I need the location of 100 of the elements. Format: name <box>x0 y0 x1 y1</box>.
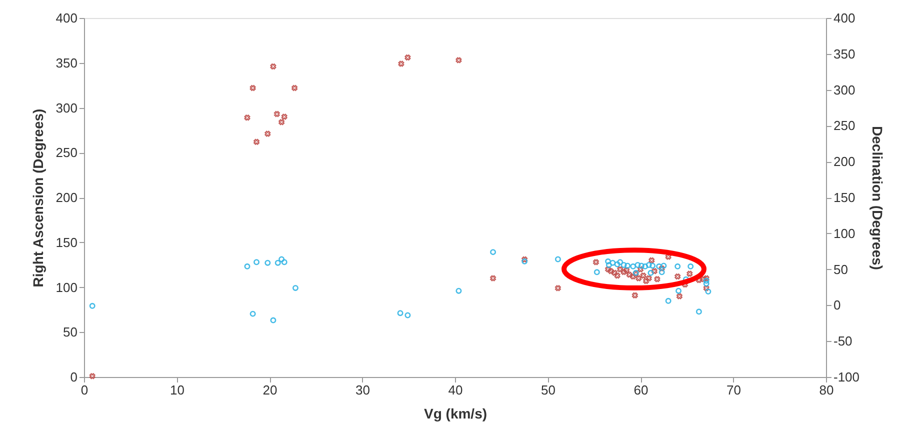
y-tick-label: 50 <box>63 324 78 340</box>
point <box>654 276 660 282</box>
point <box>610 260 616 266</box>
x-tick-label: 20 <box>262 382 278 398</box>
point <box>270 317 276 324</box>
point <box>244 114 250 121</box>
point <box>630 274 636 280</box>
point <box>646 262 652 268</box>
point <box>456 57 462 64</box>
point <box>634 262 641 268</box>
y-axis-title: Right Ascension (Degrees) <box>30 108 46 288</box>
point <box>651 268 658 274</box>
y-tick-label: 0 <box>70 370 78 384</box>
point <box>674 263 681 270</box>
point <box>397 310 404 316</box>
point <box>490 249 496 256</box>
y2-tick-label: -100 <box>834 370 860 384</box>
point <box>665 298 672 304</box>
point <box>656 263 662 270</box>
point <box>270 63 276 70</box>
point <box>614 261 620 268</box>
x-tick-label: 80 <box>819 382 834 398</box>
point <box>640 272 646 279</box>
point <box>281 259 288 266</box>
x-tick-label: 70 <box>726 382 741 398</box>
point <box>624 262 631 269</box>
point <box>688 263 694 270</box>
point <box>638 262 644 269</box>
y2-tick-label: 250 <box>834 118 856 134</box>
point <box>700 276 707 282</box>
point <box>630 263 636 270</box>
point <box>522 256 528 262</box>
y-tick-label: 250 <box>56 145 78 160</box>
point <box>620 262 627 268</box>
point <box>554 256 561 262</box>
point <box>676 288 682 294</box>
point <box>674 274 681 280</box>
point <box>703 275 710 282</box>
point <box>617 259 624 266</box>
y-tick-label: 350 <box>56 55 78 70</box>
point <box>554 285 561 292</box>
y-tick-label: 200 <box>56 190 78 205</box>
point <box>648 270 654 276</box>
point <box>490 275 496 282</box>
point <box>660 262 667 269</box>
point <box>292 284 298 291</box>
point <box>642 263 648 270</box>
y2-tick-label: 0 <box>834 298 841 313</box>
point <box>606 262 612 268</box>
y2-tick-label: 150 <box>834 190 856 205</box>
point <box>398 60 404 67</box>
point <box>620 269 627 275</box>
y2-tick-label: 350 <box>834 46 856 62</box>
point <box>703 280 710 287</box>
y-tick-label: 300 <box>56 100 78 116</box>
point <box>638 266 644 272</box>
y2-tick-label: 100 <box>834 226 856 241</box>
point <box>686 270 693 277</box>
point <box>696 308 702 315</box>
point <box>626 272 632 278</box>
point <box>254 259 260 266</box>
point <box>643 278 650 284</box>
point <box>254 138 260 145</box>
point <box>703 285 710 292</box>
point <box>705 288 712 295</box>
point <box>292 85 298 91</box>
point <box>614 272 620 279</box>
x-tick-label: 40 <box>448 382 463 398</box>
point <box>605 258 612 264</box>
point <box>250 85 256 91</box>
point <box>632 292 638 298</box>
point <box>404 312 411 318</box>
point <box>648 257 655 264</box>
point <box>264 130 271 137</box>
point <box>278 119 285 126</box>
point <box>456 288 462 294</box>
y2-tick-label: 200 <box>834 154 856 170</box>
x-tick-label: 10 <box>170 382 184 398</box>
y-tick-label: 100 <box>56 280 78 295</box>
point <box>658 269 665 276</box>
point <box>612 270 618 276</box>
y2-tick-label: 300 <box>834 82 856 98</box>
point <box>593 259 599 266</box>
point <box>281 114 288 120</box>
point <box>636 275 642 282</box>
point <box>605 266 612 272</box>
x-tick-label: 50 <box>541 382 556 398</box>
point <box>658 265 665 272</box>
point <box>624 267 630 274</box>
point <box>250 310 256 317</box>
x-tick-label: 60 <box>634 382 648 398</box>
point <box>646 275 652 282</box>
y2-tick-label: -50 <box>834 334 852 349</box>
x-tick-label: 0 <box>80 382 88 398</box>
point <box>696 277 702 284</box>
point <box>274 260 281 266</box>
point <box>244 263 250 270</box>
y-tick-label: 150 <box>56 234 78 250</box>
x-axis-title: Vg (km/s) <box>424 406 488 422</box>
point <box>404 54 411 60</box>
